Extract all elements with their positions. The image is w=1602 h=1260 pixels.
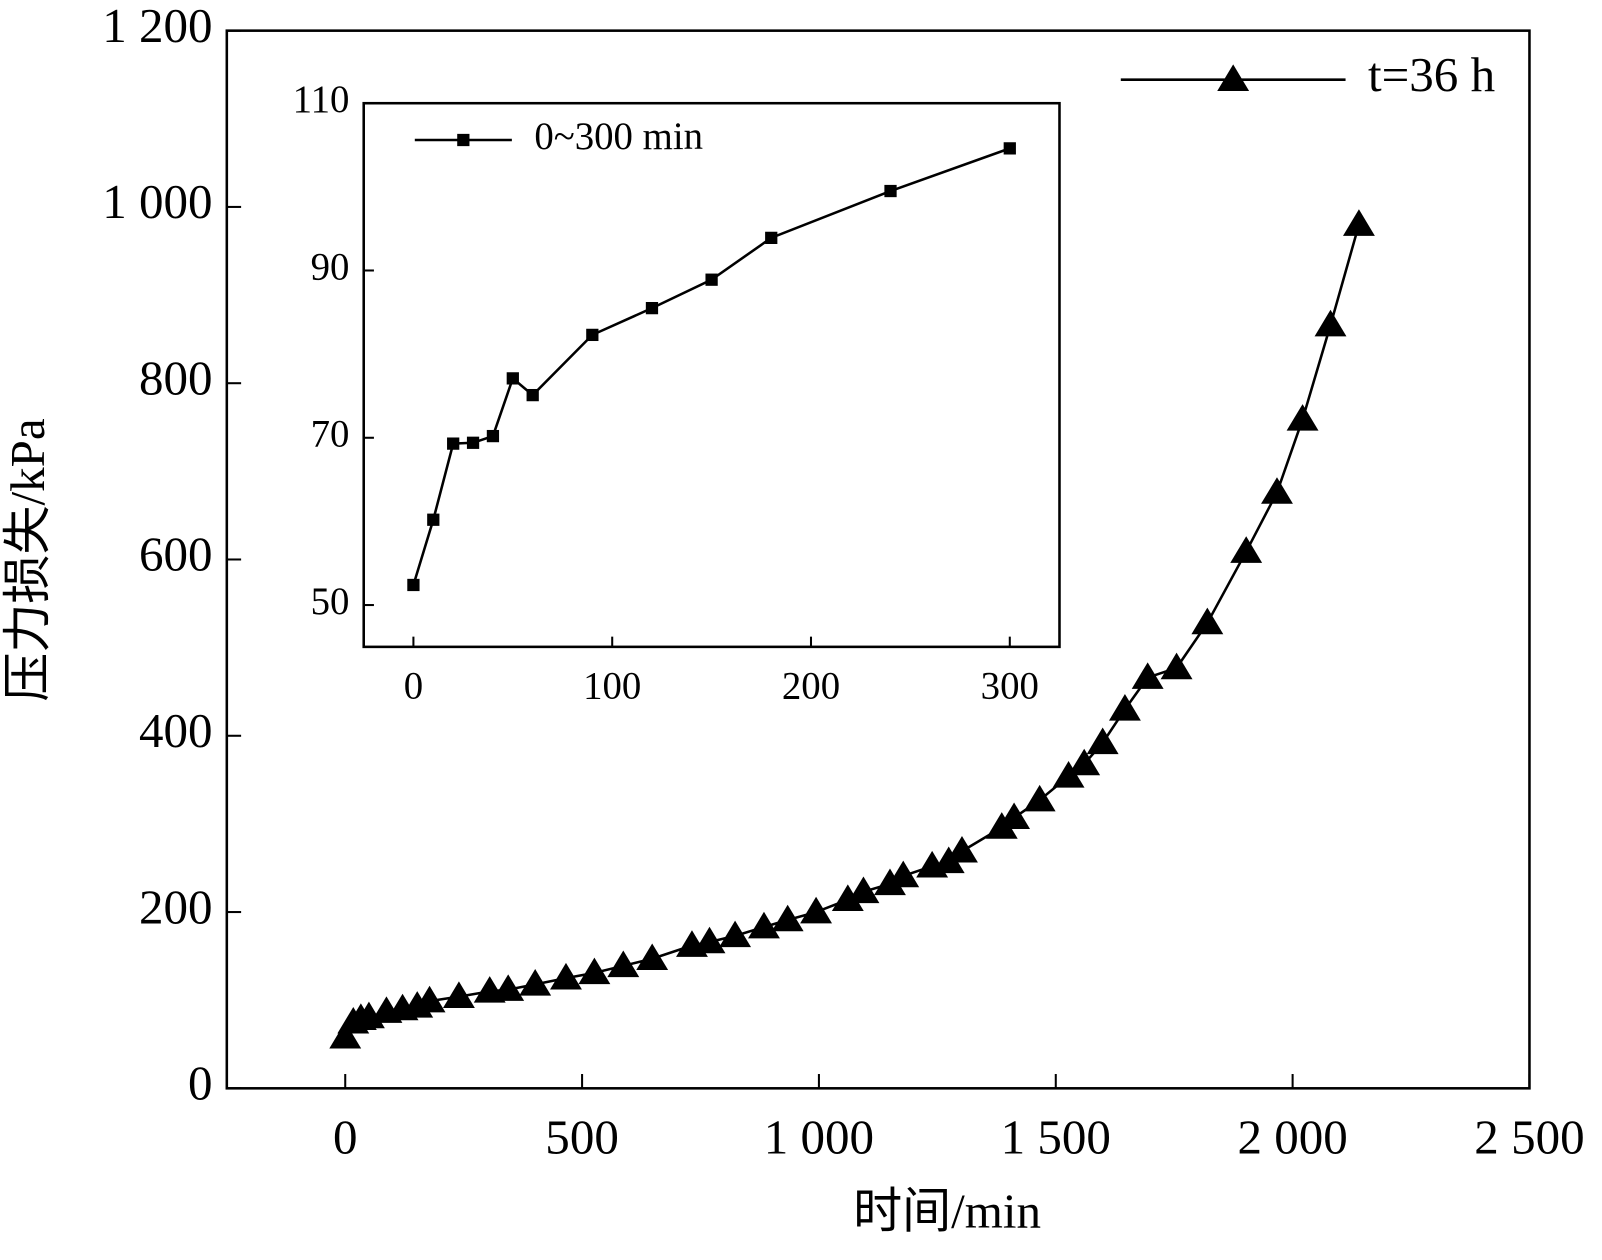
marker	[329, 1021, 362, 1049]
legend-marker	[457, 133, 470, 147]
marker	[607, 950, 640, 978]
x-tick-label: 300	[981, 664, 1039, 707]
legend-marker	[1217, 64, 1250, 91]
y-tick-label: 0	[188, 1056, 213, 1111]
y-tick-label: 110	[293, 78, 350, 121]
marker	[466, 436, 480, 449]
x-tick-label: 0	[404, 664, 423, 707]
y-axis-title: 压力损失/kPa	[0, 418, 55, 702]
marker	[1342, 209, 1375, 236]
inset-background	[363, 103, 1060, 647]
x-axis-title: 时间/min	[853, 1183, 1041, 1238]
marker	[407, 578, 420, 592]
marker	[1261, 477, 1293, 504]
marker	[1052, 761, 1085, 788]
marker	[526, 388, 539, 402]
legend-label: t=36 h	[1368, 47, 1495, 102]
marker	[719, 920, 752, 948]
x-tick-label: 1 500	[1001, 1110, 1111, 1165]
x-tick-label: 0	[333, 1110, 358, 1165]
marker	[1086, 727, 1119, 755]
marker	[693, 926, 726, 954]
marker	[1068, 748, 1101, 776]
marker	[586, 328, 599, 342]
marker	[1160, 652, 1193, 680]
marker	[887, 860, 920, 888]
x-tick-label: 2 000	[1237, 1110, 1347, 1165]
y-tick-label: 70	[311, 413, 350, 456]
marker	[1314, 309, 1347, 337]
legend-label: 0~300 min	[534, 115, 703, 158]
marker	[831, 884, 864, 911]
marker	[1131, 662, 1164, 689]
marker	[1003, 142, 1016, 155]
x-tick-label: 2 500	[1474, 1110, 1584, 1165]
marker	[998, 802, 1031, 830]
y-tick-label: 800	[139, 350, 213, 405]
plot-frame	[362, 101, 1061, 649]
marker	[427, 513, 440, 526]
marker	[874, 868, 906, 896]
marker	[847, 876, 880, 904]
marker	[645, 301, 659, 315]
marker	[492, 974, 525, 1001]
x-tick-label: 100	[583, 664, 641, 707]
y-tick-label: 1 000	[102, 174, 212, 229]
marker	[486, 429, 500, 443]
marker	[506, 372, 519, 385]
y-tick-label: 400	[139, 703, 213, 758]
marker	[884, 184, 897, 198]
marker	[413, 985, 446, 1013]
marker	[447, 437, 460, 450]
marker	[1191, 607, 1224, 635]
marker	[946, 835, 978, 863]
y-tick-label: 200	[139, 879, 213, 934]
marker	[1023, 784, 1056, 812]
x-tick-label: 500	[545, 1110, 619, 1165]
marker	[800, 896, 833, 924]
marker	[705, 273, 718, 286]
marker	[771, 904, 804, 932]
marker	[1286, 404, 1319, 431]
y-tick-label: 1 200	[102, 0, 212, 53]
marker	[636, 943, 669, 971]
marker	[442, 981, 475, 1008]
marker	[1230, 536, 1263, 563]
x-tick-label: 200	[782, 664, 840, 707]
marker	[748, 911, 780, 939]
y-tick-label: 50	[311, 580, 350, 623]
marker	[578, 957, 611, 985]
marker	[550, 962, 582, 990]
marker	[519, 969, 552, 996]
y-tick-label: 600	[139, 527, 213, 582]
y-tick-label: 90	[311, 245, 350, 288]
marker	[1108, 694, 1141, 721]
x-tick-label: 1 000	[764, 1110, 874, 1165]
marker	[765, 231, 778, 245]
